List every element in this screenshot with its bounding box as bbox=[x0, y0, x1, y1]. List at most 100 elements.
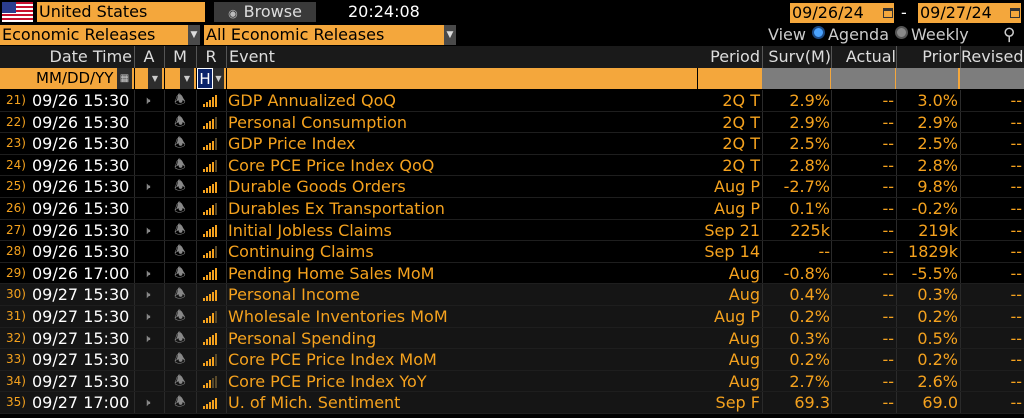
col-event[interactable]: Event bbox=[226, 46, 699, 68]
row-number[interactable]: 34) bbox=[6, 373, 26, 388]
speaker-icon[interactable]: 🕨 bbox=[143, 266, 151, 280]
table-row[interactable]: 25) 09/26 15:30 🕨 🕭 Durable Goods Orders Aug … bbox=[0, 176, 1024, 198]
speaker-icon[interactable] bbox=[139, 112, 155, 134]
bell-icon[interactable]: 🕭 bbox=[174, 222, 186, 238]
row-number[interactable]: 25) bbox=[6, 179, 26, 194]
row-number[interactable]: 31) bbox=[6, 308, 26, 323]
speaker-icon[interactable]: 🕨 bbox=[143, 223, 151, 237]
table-row[interactable]: 26) 09/26 15:30 🕭 Durables Ex Transportatio… bbox=[0, 197, 1024, 220]
speaker-icon[interactable] bbox=[139, 241, 155, 263]
weekly-radio[interactable] bbox=[895, 26, 909, 39]
event-name[interactable]: Core PCE Price Index YoY bbox=[228, 371, 427, 391]
speaker-icon[interactable]: 🕨 bbox=[143, 288, 151, 302]
bell-icon[interactable]: 🕭 bbox=[174, 93, 186, 108]
bell-icon[interactable]: 🕭 bbox=[174, 179, 186, 195]
table-row[interactable]: 22) 09/26 15:30 🕭 Personal Consumption 2Q T 2… bbox=[0, 111, 1024, 134]
country-field[interactable]: United States bbox=[37, 2, 205, 22]
row-number[interactable]: 24) bbox=[6, 157, 26, 172]
bell-icon[interactable]: 🕭 bbox=[174, 308, 186, 324]
row-number[interactable]: 27) bbox=[6, 222, 26, 237]
table-row[interactable]: 28) 09/26 15:30 🕭 Continuing Claims Sep 14 --… bbox=[0, 241, 1024, 263]
bell-icon[interactable]: 🕭 bbox=[174, 373, 186, 389]
bell-icon[interactable]: 🕭 bbox=[174, 114, 186, 130]
row-number[interactable]: 32) bbox=[6, 330, 26, 345]
event-name[interactable]: Core PCE Price Index QoQ bbox=[228, 155, 435, 175]
event-name[interactable]: Continuing Claims bbox=[228, 242, 374, 262]
event-name[interactable]: Personal Consumption bbox=[228, 112, 408, 132]
table-row[interactable]: 30) 09/27 15:30 🕨 🕭 Personal Income Aug 0.4% --… bbox=[0, 284, 1024, 306]
start-date-field[interactable]: 09/26/24 bbox=[790, 3, 894, 23]
col-datetime[interactable]: Date Time bbox=[49, 47, 132, 66]
event-name[interactable]: Wholesale Inventories MoM bbox=[228, 306, 448, 326]
table-row[interactable]: 24) 09/26 15:30 🕭 Core PCE Price Index QoQ 2… bbox=[0, 154, 1024, 177]
event-name[interactable]: Durables Ex Transportation bbox=[228, 198, 445, 218]
row-number[interactable]: 33) bbox=[6, 352, 26, 367]
bell-icon[interactable]: 🕭 bbox=[174, 330, 186, 346]
prior-filter-cell[interactable] bbox=[896, 68, 958, 89]
event-name[interactable]: U. of Mich. Sentiment bbox=[228, 393, 401, 413]
calendar-icon[interactable]: ▦ bbox=[117, 68, 132, 89]
speaker-icon[interactable]: 🕨 bbox=[143, 94, 151, 107]
speaker-icon[interactable] bbox=[139, 198, 155, 220]
r-filter-field[interactable]: H bbox=[197, 68, 213, 89]
col-r[interactable]: R bbox=[196, 46, 225, 68]
browse-button[interactable]: ◉ Browse bbox=[214, 2, 316, 22]
event-name[interactable]: GDP Price Index bbox=[228, 134, 356, 154]
speaker-icon[interactable]: 🕨 bbox=[143, 309, 151, 323]
speaker-icon[interactable]: 🕨 bbox=[143, 331, 151, 345]
agenda-radio[interactable] bbox=[811, 26, 825, 39]
actual-filter-cell[interactable] bbox=[831, 68, 895, 89]
category-dropdown[interactable]: Economic Releases bbox=[0, 25, 200, 45]
surv-filter-cell[interactable] bbox=[762, 68, 830, 89]
table-row[interactable]: 23) 09/26 15:30 🕭 GDP Price Index 2Q T 2.5% --… bbox=[0, 133, 1024, 155]
chevron-down-icon[interactable]: ▼ bbox=[188, 25, 200, 45]
table-row[interactable]: 35) 09/27 17:00 🕨 🕭 U. of Mich. Sentiment Sep… bbox=[0, 392, 1024, 414]
calendar-icon[interactable] bbox=[1010, 8, 1020, 18]
event-name[interactable]: Durable Goods Orders bbox=[228, 177, 406, 197]
chevron-down-icon[interactable]: ▼ bbox=[180, 68, 194, 89]
bell-icon[interactable]: 🕭 bbox=[174, 352, 186, 368]
event-name[interactable]: Core PCE Price Index MoM bbox=[228, 350, 437, 370]
row-number[interactable]: 29) bbox=[6, 265, 26, 280]
table-row[interactable]: 27) 09/26 15:30 🕨 🕭 Initial Jobless Claims Se… bbox=[0, 219, 1024, 242]
speaker-icon[interactable] bbox=[139, 371, 155, 393]
chevron-down-icon[interactable]: ▼ bbox=[213, 68, 224, 89]
bell-icon[interactable]: 🕭 bbox=[174, 200, 186, 216]
row-number[interactable]: 26) bbox=[6, 200, 26, 215]
row-number[interactable]: 22) bbox=[6, 114, 26, 129]
chevron-down-icon[interactable]: ▼ bbox=[148, 68, 162, 89]
col-revised[interactable]: Revised bbox=[960, 46, 1024, 68]
col-prior[interactable]: Prior bbox=[896, 46, 959, 68]
col-a[interactable]: A bbox=[134, 46, 163, 68]
calendar-icon[interactable] bbox=[883, 8, 893, 18]
bell-icon[interactable]: 🕭 bbox=[174, 287, 186, 303]
speaker-icon[interactable] bbox=[139, 349, 155, 371]
table-row[interactable]: 31) 09/27 15:30 🕨 🕭 Wholesale Inventories Mo… bbox=[0, 305, 1024, 328]
table-row[interactable]: 21) 09/26 15:30 🕨 🕭 GDP Annualized QoQ 2Q T 2.… bbox=[0, 90, 1024, 112]
speaker-icon[interactable]: 🕨 bbox=[143, 180, 151, 194]
revised-filter-cell[interactable] bbox=[960, 68, 1024, 89]
bell-icon[interactable]: 🕭 bbox=[174, 244, 186, 260]
col-actual[interactable]: Actual bbox=[831, 46, 896, 68]
row-number[interactable]: 21) bbox=[6, 93, 26, 107]
date-format-field[interactable]: MM/DD/YY bbox=[36, 69, 114, 87]
event-name[interactable]: Personal Spending bbox=[228, 328, 377, 348]
bell-icon[interactable]: 🕭 bbox=[174, 395, 186, 411]
chevron-down-icon[interactable]: ▼ bbox=[444, 25, 456, 45]
event-name[interactable]: Pending Home Sales MoM bbox=[228, 263, 435, 283]
col-surv[interactable]: Surv(M) bbox=[762, 46, 831, 68]
speaker-icon[interactable] bbox=[139, 133, 155, 155]
col-period[interactable]: Period bbox=[710, 47, 760, 66]
magnify-icon[interactable]: ⚲ bbox=[1003, 25, 1016, 45]
bell-icon[interactable]: 🕭 bbox=[174, 157, 186, 173]
bell-icon[interactable]: 🕭 bbox=[174, 265, 186, 281]
event-name[interactable]: Initial Jobless Claims bbox=[228, 220, 392, 240]
row-number[interactable]: 28) bbox=[6, 244, 26, 259]
table-row[interactable]: 32) 09/27 15:30 🕨 🕭 Personal Spending Aug 0.3%… bbox=[0, 327, 1024, 350]
subcategory-dropdown[interactable]: All Economic Releases bbox=[204, 25, 456, 45]
table-row[interactable]: 33) 09/27 15:30 🕭 Core PCE Price Index MoM A… bbox=[0, 349, 1024, 371]
col-m[interactable]: M bbox=[164, 46, 195, 68]
speaker-icon[interactable] bbox=[139, 155, 155, 177]
table-row[interactable]: 34) 09/27 15:30 🕭 Core PCE Price Index YoY A… bbox=[0, 370, 1024, 393]
row-number[interactable]: 35) bbox=[6, 395, 26, 410]
